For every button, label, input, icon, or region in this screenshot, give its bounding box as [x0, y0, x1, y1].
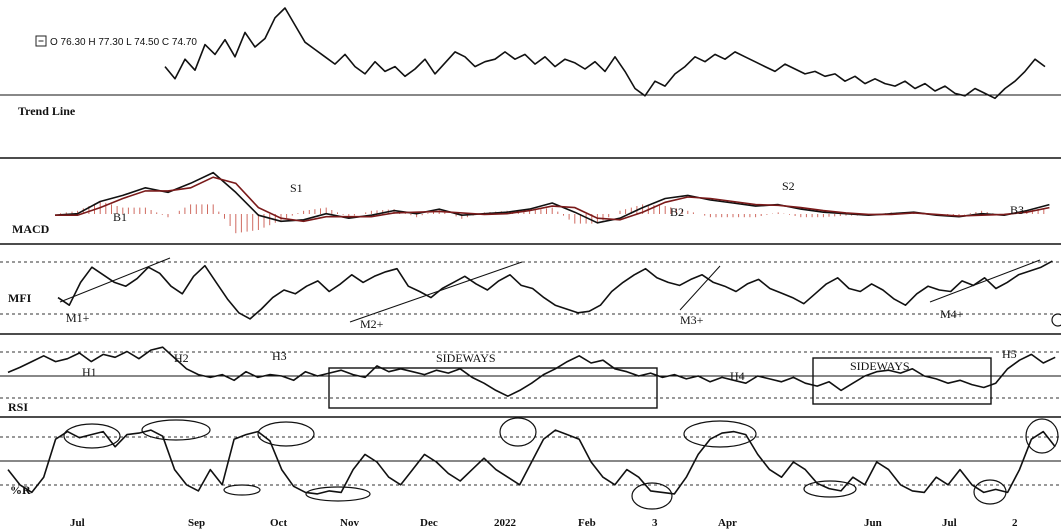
overbought-marker-2 — [141, 419, 211, 441]
x-tick-label: Apr — [718, 517, 737, 529]
overbought-marker-3 — [257, 421, 315, 447]
mfi-trendline-4 — [929, 259, 1041, 303]
rsi-series-line — [7, 346, 1056, 397]
annotation-h1: H1 — [82, 365, 97, 379]
overbought-marker-5 — [683, 420, 757, 448]
signal-series-line — [55, 176, 1050, 223]
annotation-s1: S1 — [290, 181, 303, 195]
x-tick-label: Jul — [70, 517, 85, 529]
annotation-sideways-1: SIDEWAYS — [436, 351, 496, 365]
x-tick-label: Dec — [420, 517, 438, 529]
mfi-series-line — [57, 260, 1053, 320]
x-tick-label: Oct — [270, 517, 287, 529]
annotation-m2: M2+ — [360, 317, 384, 331]
annotation-m4: M4+ — [940, 307, 964, 321]
mfi-label: MFI — [8, 291, 32, 305]
x-tick-label: 3 — [652, 517, 658, 529]
oversold-marker-3 — [631, 482, 673, 510]
x-tick-label: Jul — [942, 517, 957, 529]
macd-label: MACD — [12, 222, 50, 236]
oversold-marker-4 — [803, 480, 857, 498]
x-tick-label: 2022 — [494, 517, 517, 529]
ohlc-readout-group[interactable]: O 76.30 H 77.30 L 74.50 C 74.70 — [35, 35, 197, 48]
x-tick-label: Sep — [188, 517, 205, 529]
annotation-h2: H2 — [174, 351, 189, 365]
overbought-marker-6 — [1025, 418, 1059, 454]
annotation-h3: H3 — [272, 349, 287, 363]
percent-r-series-line — [7, 429, 1056, 495]
overbought-marker-4 — [499, 417, 537, 447]
annotation-b2: B2 — [670, 205, 684, 219]
mfi-trendline-3 — [679, 265, 721, 311]
annotation-sideways-2: SIDEWAYS — [850, 359, 910, 373]
percent-r-label: %R — [10, 483, 31, 497]
oversold-marker-5 — [973, 479, 1007, 505]
annotation-b1: B1 — [113, 210, 127, 224]
oversold-marker-1 — [223, 484, 261, 496]
annotation-h4: H4 — [730, 369, 745, 383]
x-tick-label: Jun — [864, 517, 882, 529]
mfi-trendline-1 — [59, 257, 171, 303]
sideways-box-1 — [328, 367, 658, 409]
x-tick-label: Nov — [340, 517, 359, 529]
sideways-box-2 — [812, 357, 992, 405]
collapse-toggle-icon[interactable] — [35, 35, 47, 47]
trend-line-label: Trend Line — [18, 104, 76, 118]
ohlc-readout: O 76.30 H 77.30 L 74.50 C 74.70 — [50, 37, 197, 48]
annotation-s2: S2 — [782, 179, 795, 193]
annotation-m3: M3+ — [680, 313, 704, 327]
annotation-h5: H5 — [1002, 347, 1017, 361]
scroll-handle-icon[interactable] — [1051, 313, 1061, 327]
x-tick-label: 2 — [1012, 517, 1018, 529]
overbought-marker-1 — [63, 423, 121, 449]
rsi-label: RSI — [8, 400, 28, 414]
annotation-m1: M1+ — [66, 311, 90, 325]
x-axis: Jul Sep Oct Nov Dec 2022 Feb 3 Apr Jun J… — [70, 517, 1018, 529]
x-tick-label: Feb — [578, 517, 596, 529]
oversold-marker-2 — [305, 486, 371, 502]
price-series-line — [164, 7, 1046, 100]
mfi-trendline-2 — [349, 261, 523, 323]
annotation-b3: B3 — [1010, 203, 1024, 217]
